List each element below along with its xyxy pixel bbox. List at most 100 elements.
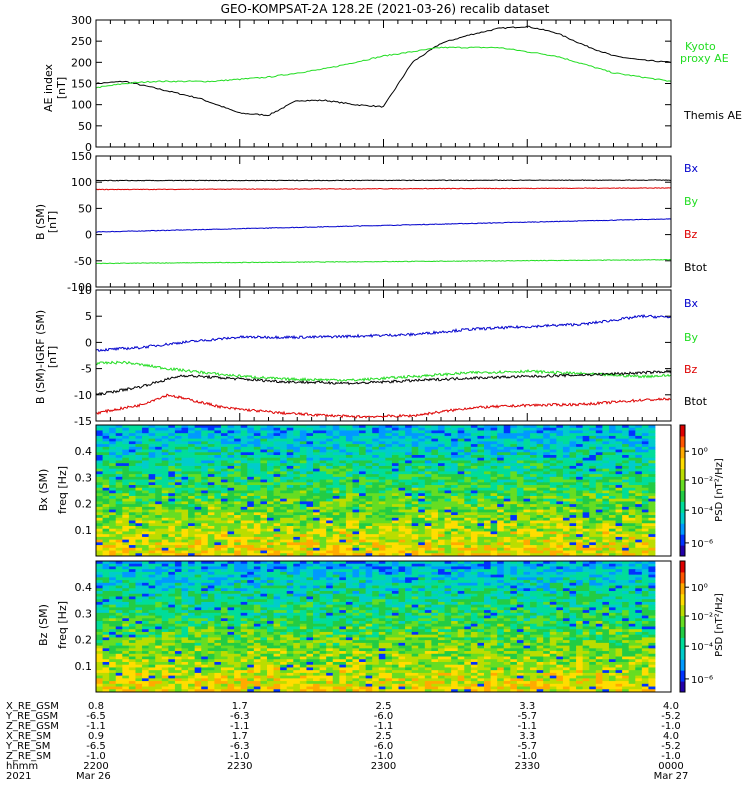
spectrogram-cell <box>608 452 616 456</box>
spectrogram-cell <box>273 563 281 567</box>
spectrogram-cell <box>188 435 196 440</box>
spectrogram-cell <box>437 571 445 576</box>
spectrogram-cell <box>142 509 150 513</box>
spectrogram-cell <box>142 460 150 464</box>
spectrogram-cell <box>286 430 294 434</box>
spectrogram-cell <box>109 571 117 576</box>
spectrogram-cell <box>385 455 393 459</box>
spectrogram-cell <box>477 425 485 429</box>
spectrogram-cell <box>378 465 386 470</box>
spectrogram-cell <box>628 427 636 431</box>
spectrogram-cell <box>615 504 623 508</box>
spectrogram-cell <box>115 509 123 513</box>
spectrogram-cell <box>345 501 353 505</box>
spectrogram-cell <box>148 542 156 546</box>
spectrogram-cell <box>503 566 511 570</box>
spectrogram-cell <box>102 509 110 513</box>
spectrogram-cell <box>214 438 222 442</box>
spectrogram-cell <box>510 425 518 429</box>
spectrogram-cell <box>648 427 656 431</box>
spectrogram-cell <box>365 509 373 513</box>
spectrogram-cell <box>161 531 169 535</box>
spectrogram-cell <box>530 487 538 491</box>
spectrogram-cell <box>266 506 274 511</box>
spectrogram-cell <box>477 531 485 535</box>
spectrogram-cell <box>648 534 656 538</box>
spectrogram-cell <box>444 465 452 470</box>
spectrogram-cell <box>128 525 136 530</box>
spectrogram-cell <box>293 452 301 456</box>
spectrogram-cell <box>299 465 307 470</box>
spectrogram-cell <box>641 539 649 543</box>
spectrogram-cell <box>464 563 472 567</box>
spectrogram-cell <box>477 571 485 576</box>
spectrogram-cell <box>122 528 130 532</box>
spectrogram-cell <box>424 569 432 573</box>
spectrogram-cell <box>622 509 630 513</box>
spectrogram-cell <box>556 571 564 576</box>
spectrogram-cell <box>174 509 182 513</box>
spectrogram-cell <box>273 449 281 453</box>
spectrogram-cell <box>96 433 103 437</box>
spectrogram-cell <box>648 468 656 472</box>
spectrogram-cell <box>464 455 472 459</box>
spectrogram-cell <box>181 536 189 541</box>
spectrogram-cell <box>398 525 406 530</box>
spectrogram-cell <box>240 433 248 437</box>
spectrogram-cell <box>589 438 597 442</box>
spectrogram-cell <box>306 476 314 480</box>
spectrogram-cell <box>273 542 281 546</box>
spectrogram-cell <box>411 479 419 483</box>
spectrogram-cell <box>635 455 643 459</box>
spectrogram-cell <box>234 517 242 521</box>
spectrogram-cell <box>352 574 360 578</box>
spectrogram-cell <box>490 574 498 578</box>
spectrogram-cell <box>628 545 636 549</box>
spectrogram-cell <box>266 523 274 527</box>
spectrogram-cell <box>299 487 307 491</box>
spectrogram-cell <box>536 487 544 491</box>
spectrogram-cell <box>115 501 123 505</box>
spectrogram-cell <box>234 545 242 549</box>
spectrogram-cell <box>516 427 524 431</box>
spectrogram-cell <box>378 550 386 554</box>
spectrogram-cell <box>352 506 360 511</box>
spectrogram-cell <box>109 517 117 521</box>
spectrogram-cell <box>451 498 459 502</box>
spectrogram-cell <box>352 561 360 565</box>
spectrogram-cell <box>378 566 386 570</box>
spectrogram-cell <box>352 444 360 448</box>
spectrogram-cell <box>576 528 584 532</box>
spectrogram-cell <box>174 531 182 535</box>
spectrogram-cell <box>332 523 340 527</box>
spectrogram-cell <box>589 574 597 578</box>
spectrogram-cell <box>201 476 209 480</box>
spectrogram-cell <box>477 563 485 567</box>
spectrogram-cell <box>181 490 189 494</box>
spectrogram-cell <box>556 468 564 472</box>
spectrogram-cell <box>122 463 130 467</box>
spectrogram-cell <box>582 446 590 450</box>
spectrogram-cell <box>115 506 123 511</box>
spectrogram-cell <box>194 542 202 546</box>
spectrogram-cell <box>576 438 584 442</box>
spectrogram-cell <box>115 525 123 530</box>
spectrogram-cell <box>306 525 314 530</box>
spectrogram-cell <box>128 463 136 467</box>
spectrogram-cell <box>161 471 169 475</box>
spectrogram-cell <box>576 566 584 570</box>
spectrogram-cell <box>622 479 630 483</box>
spectrogram-cell <box>477 485 485 489</box>
spectrogram-cell <box>582 523 590 527</box>
spectrogram-cell <box>234 468 242 472</box>
spectrogram-cell <box>352 528 360 532</box>
spectrogram-cell <box>444 512 452 516</box>
spectrogram-cell <box>648 506 656 511</box>
spectrogram-cell <box>220 498 228 502</box>
spectrogram-cell <box>437 495 445 500</box>
spectrogram-cell <box>595 452 603 456</box>
spectrogram-cell <box>510 539 518 543</box>
spectrogram-cell <box>142 534 150 538</box>
spectrogram-cell <box>135 487 143 491</box>
spectrogram-cell <box>431 495 439 500</box>
